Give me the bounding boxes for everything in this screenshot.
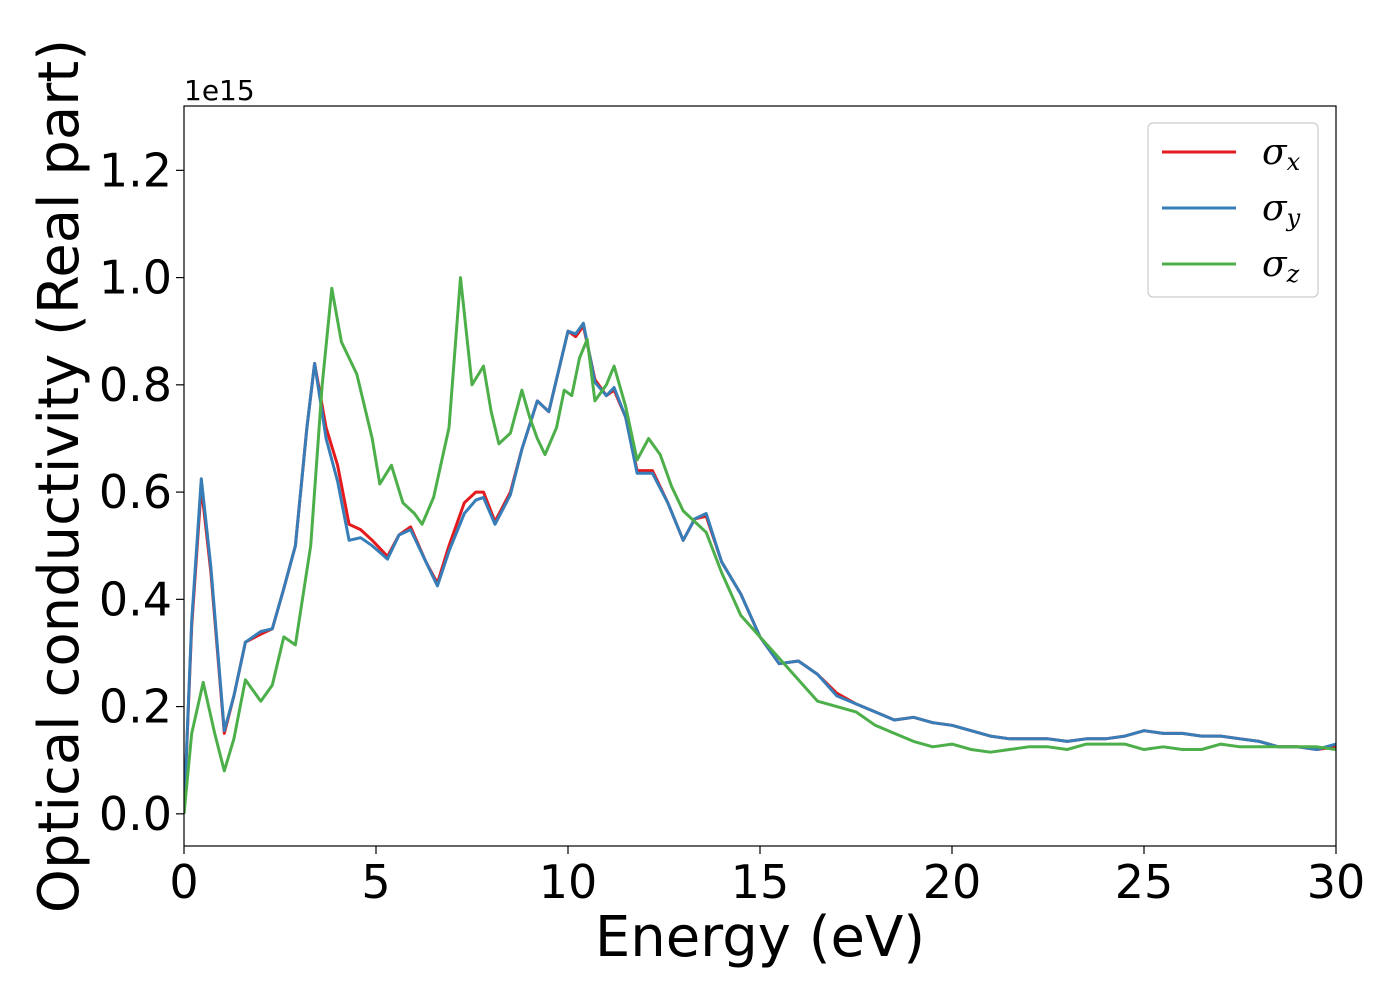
y-axis-offset-label: 1e15 (184, 74, 255, 107)
x-tick-label: 10 (539, 855, 598, 909)
y-axis-label: Optical conductivity (Real part) (27, 39, 92, 913)
y-tick-label: 0.4 (99, 572, 172, 626)
x-tick-label: 30 (1307, 855, 1366, 909)
y-tick-label: 0.8 (99, 358, 172, 412)
series-line-x (184, 324, 1336, 814)
x-tick-label: 25 (1115, 855, 1174, 909)
y-tick-label: 0.2 (99, 680, 172, 734)
series-line-z (184, 276, 1336, 814)
x-tick-label: 0 (169, 855, 198, 909)
x-axis-label: Energy (eV) (595, 905, 925, 970)
x-tick-label: 5 (361, 855, 390, 909)
y-axis-ticks: 0.0 0.2 0.4 0.6 0.8 1.0 1.2 (99, 143, 184, 841)
y-tick-label: 1.2 (99, 143, 172, 197)
y-tick-label: 1.0 (99, 251, 172, 305)
series-line-y (184, 321, 1336, 814)
legend-label-y: σy (1262, 188, 1301, 232)
legend-label-x: σx (1262, 132, 1301, 176)
x-tick-label: 20 (923, 855, 982, 909)
plot-lines (184, 276, 1336, 814)
legend-box (1147, 122, 1319, 298)
x-axis-ticks: 0 5 10 15 20 25 30 (169, 846, 1365, 909)
x-tick-label: 15 (731, 855, 790, 909)
y-tick-label: 0.6 (99, 465, 172, 519)
y-tick-label: 0.0 (99, 787, 172, 841)
